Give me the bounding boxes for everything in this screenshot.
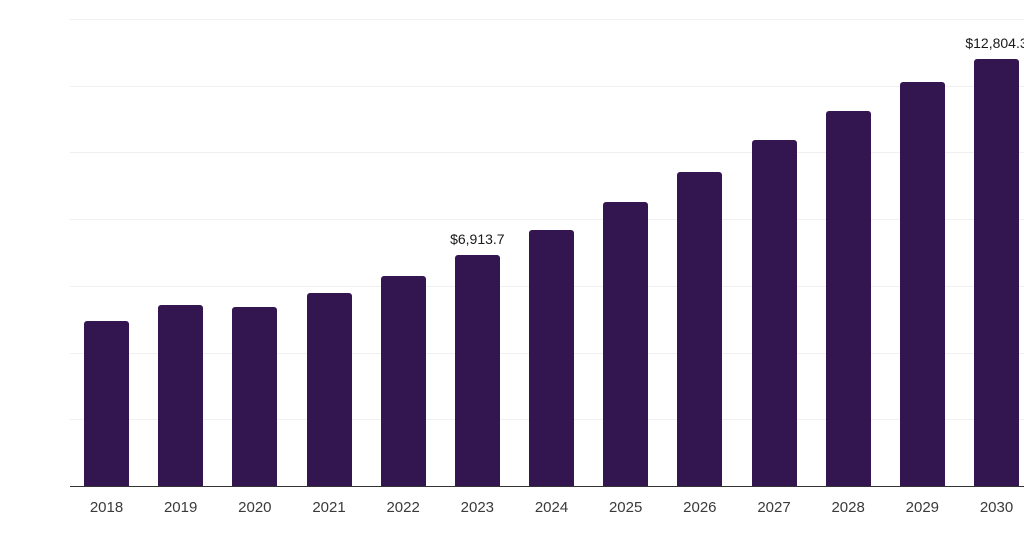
plot-area: $6,913.7 $12,804.3	[70, 16, 1024, 487]
bar-2020	[232, 307, 277, 486]
x-tick-2019: 2019	[141, 500, 221, 515]
gridline-8000	[70, 219, 1024, 220]
x-tick-2024: 2024	[512, 500, 592, 515]
x-tick-2028: 2028	[808, 500, 888, 515]
bar-2027	[752, 140, 797, 486]
gridline-10000	[70, 152, 1024, 153]
x-tick-2026: 2026	[660, 500, 740, 515]
x-tick-2029: 2029	[882, 500, 962, 515]
bar-2022	[381, 276, 426, 486]
gridline-14000	[70, 19, 1024, 20]
bar-2021	[307, 293, 352, 486]
bar-2024	[529, 230, 574, 486]
x-tick-2027: 2027	[734, 500, 814, 515]
value-label-2023: $6,913.7	[450, 232, 505, 246]
x-tick-2018: 2018	[67, 500, 147, 515]
bar-2029	[900, 82, 945, 486]
bar-2019	[158, 305, 203, 486]
x-tick-2021: 2021	[289, 500, 369, 515]
value-label-2030: $12,804.3	[965, 36, 1024, 50]
bar-2026	[677, 172, 722, 486]
x-tick-2025: 2025	[586, 500, 666, 515]
gridline-12000	[70, 86, 1024, 87]
bar-2023	[455, 255, 500, 486]
x-tick-2023: 2023	[437, 500, 517, 515]
bar-2018	[84, 321, 129, 486]
x-tick-2022: 2022	[363, 500, 443, 515]
bar-2028	[826, 111, 871, 486]
bar-2025	[603, 202, 648, 486]
x-tick-2030: 2030	[957, 500, 1024, 515]
x-tick-2020: 2020	[215, 500, 295, 515]
bar-2030	[974, 59, 1019, 486]
